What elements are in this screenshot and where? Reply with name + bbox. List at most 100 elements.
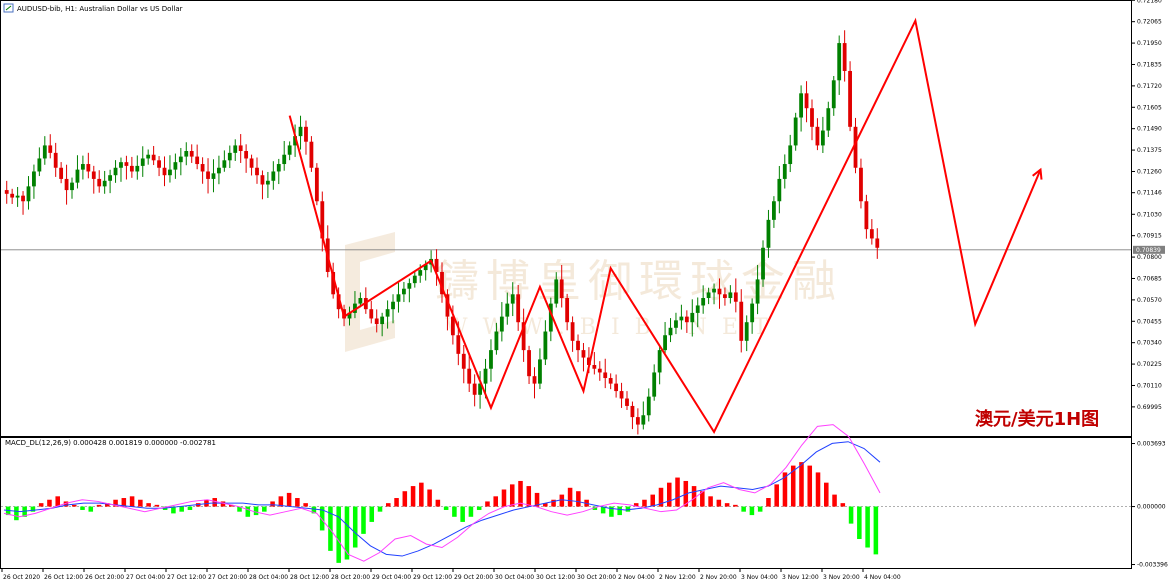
candle-body xyxy=(635,417,640,425)
candle-body xyxy=(597,368,602,373)
candle-body xyxy=(374,318,379,325)
zigzag-lines xyxy=(288,17,1043,435)
time-tick-label: 2 Nov 12:00 xyxy=(659,574,696,581)
price-tick-label: 0.72180 xyxy=(1137,0,1162,4)
watermark-logo-inner-icon xyxy=(360,252,395,330)
candle-body xyxy=(97,178,102,187)
candle-body xyxy=(565,298,570,323)
price-tick-label: 0.71375 xyxy=(1137,147,1162,154)
candle-body xyxy=(723,294,727,299)
candlestick-series xyxy=(4,30,880,435)
candle-body xyxy=(358,298,363,304)
current-price-label: 0.70839 xyxy=(1136,247,1161,254)
candle-body xyxy=(516,294,521,323)
candle-body xyxy=(157,160,161,168)
candle-body xyxy=(26,186,31,202)
candle-body xyxy=(587,357,591,366)
candle-body xyxy=(336,294,341,310)
time-tick-label: 30 Oct 12:00 xyxy=(536,574,575,581)
candle-body xyxy=(478,383,482,395)
candle-body xyxy=(369,309,374,319)
candle-body xyxy=(347,312,352,319)
candle-body xyxy=(570,322,575,341)
candle-body xyxy=(222,160,227,168)
price-tick-label: 0.72065 xyxy=(1137,19,1162,26)
candle-body xyxy=(804,93,809,109)
candle-body xyxy=(820,130,825,146)
macd-panel-frame xyxy=(0,437,1132,569)
candle-body xyxy=(380,316,385,325)
candle-body xyxy=(472,383,477,395)
candle-body xyxy=(86,164,91,172)
time-axis: 26 Oct 2020 26 Oct 12:00 26 Oct 20:00 27 Oc… xyxy=(1,568,901,581)
candle-body xyxy=(238,145,243,152)
candle-body xyxy=(869,229,874,239)
candle-body xyxy=(712,288,716,293)
candle-body xyxy=(467,368,472,384)
candle-body xyxy=(875,238,880,248)
candle-body xyxy=(173,162,178,170)
price-tick-label: 0.71260 xyxy=(1137,168,1162,175)
candle-body xyxy=(396,294,401,302)
price-tick-label: 0.70225 xyxy=(1137,361,1162,368)
macd-tick-label: -0.003396 xyxy=(1137,562,1168,569)
candle-body xyxy=(625,398,629,406)
candle-body xyxy=(668,327,673,336)
candle-body xyxy=(265,180,270,185)
header-icon[interactable] xyxy=(3,3,14,13)
candle-body xyxy=(483,368,488,384)
candle-body xyxy=(385,309,390,317)
candle-body xyxy=(10,193,15,198)
candle-body xyxy=(684,316,689,323)
candle-body xyxy=(603,372,608,379)
candle-body xyxy=(521,322,526,351)
candle-body xyxy=(151,154,156,161)
macd-signal-lines xyxy=(3,424,881,562)
candle-body xyxy=(755,279,760,304)
candle-body xyxy=(244,151,249,159)
candle-body xyxy=(559,279,564,299)
candle-body xyxy=(293,136,297,146)
candle-body xyxy=(864,201,869,230)
price-tick-label: 0.70110 xyxy=(1137,382,1162,389)
candle-body xyxy=(837,43,842,81)
candle-body xyxy=(304,126,308,142)
candle-body xyxy=(37,158,42,172)
candle-body xyxy=(287,145,292,155)
candle-body xyxy=(423,264,428,271)
candle-body xyxy=(848,70,852,127)
candle-body xyxy=(510,294,515,304)
candle-body xyxy=(744,322,749,341)
candle-body xyxy=(810,108,814,127)
price-tick-label: 0.71146 xyxy=(1137,190,1162,197)
time-tick-label: 28 Oct 20:00 xyxy=(331,574,370,581)
candle-body xyxy=(728,292,733,299)
candle-body xyxy=(706,292,711,299)
candle-body xyxy=(614,383,619,392)
candle-body xyxy=(461,353,466,369)
candle-body xyxy=(771,201,776,220)
price-tick-label: 0.71835 xyxy=(1137,61,1162,68)
candle-body xyxy=(777,178,782,202)
symbol-title: AUDUSD-bib, H1: Australian Dollar vs US … xyxy=(17,5,183,13)
time-tick-label: 27 Oct 20:00 xyxy=(208,574,247,581)
candle-body xyxy=(690,312,695,323)
watermark-url: W W W . B I B . N E T xyxy=(445,315,772,340)
candle-body xyxy=(255,167,259,176)
time-tick-label: 29 Oct 20:00 xyxy=(454,574,493,581)
candle-body xyxy=(42,145,47,159)
time-tick-label: 28 Oct 04:00 xyxy=(249,574,288,581)
candle-body xyxy=(140,158,145,166)
price-tick-label: 0.70915 xyxy=(1137,233,1162,240)
candle-body xyxy=(793,117,798,146)
candle-body xyxy=(527,350,531,377)
candle-body xyxy=(227,152,232,161)
candle-body xyxy=(146,154,151,159)
candle-body xyxy=(494,331,499,351)
candle-body xyxy=(608,378,613,384)
candle-body xyxy=(434,258,439,272)
time-tick-label: 30 Oct 04:00 xyxy=(495,574,534,581)
candle-body xyxy=(788,145,793,165)
candle-body xyxy=(766,219,771,248)
